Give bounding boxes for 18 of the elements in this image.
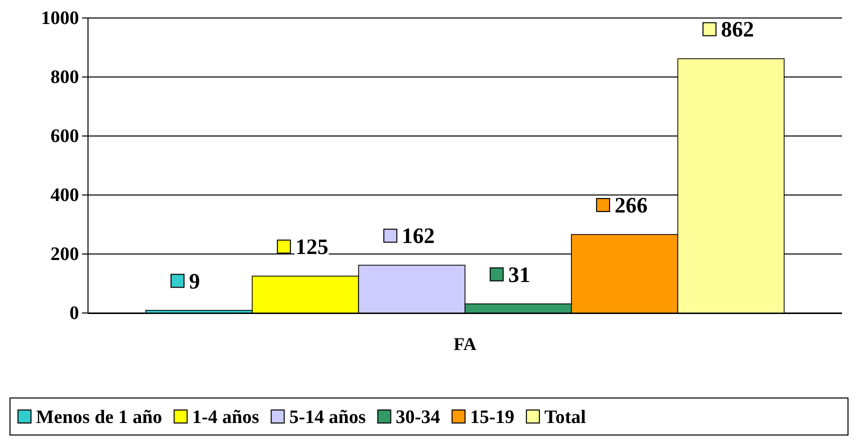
- legend-label: 30-34: [396, 407, 441, 428]
- legend-label: 5-14 años: [289, 407, 366, 428]
- data-label: 862: [720, 16, 754, 42]
- y-tick-label: 400: [50, 185, 79, 206]
- y-tick-label: 200: [50, 244, 79, 266]
- y-tick-label: 600: [50, 126, 79, 148]
- y-tick-label: 1000: [41, 8, 79, 30]
- legend-label: Menos de 1 año: [36, 407, 162, 428]
- legend-label: 15-19: [470, 407, 514, 428]
- data-label: 162: [402, 223, 435, 248]
- legend-label: 1-4 años: [192, 407, 260, 428]
- legend-label: Total: [544, 407, 586, 428]
- data-label: 31: [508, 262, 530, 287]
- y-tick-label: 800: [50, 67, 79, 88]
- x-tick-label: FA: [454, 334, 476, 354]
- data-label: 9: [189, 268, 200, 294]
- y-tick-label: 0: [70, 303, 79, 324]
- data-label: 266: [614, 192, 648, 218]
